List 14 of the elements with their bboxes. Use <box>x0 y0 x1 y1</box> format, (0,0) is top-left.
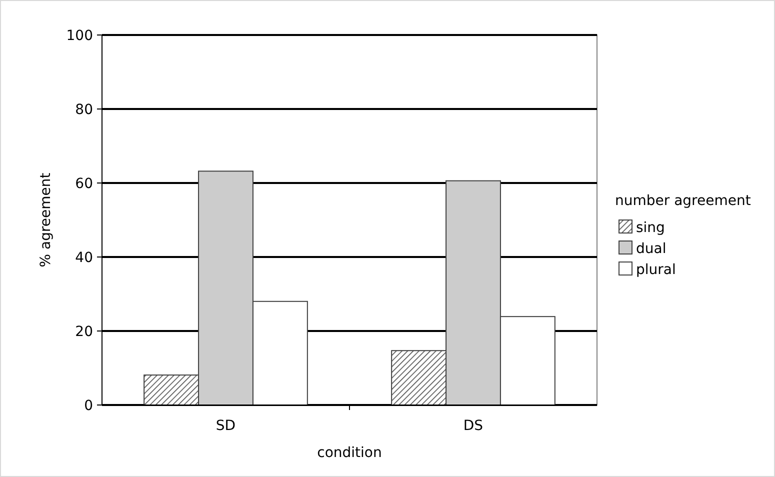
x-tick-label: SD <box>216 418 236 434</box>
y-axis-title: % agreement <box>38 172 54 268</box>
y-tick-label: 20 <box>75 324 93 340</box>
legend-label: plural <box>636 262 676 278</box>
y-tick-label: 40 <box>75 250 93 266</box>
legend-label: sing <box>636 220 665 236</box>
y-tick-label: 100 <box>66 28 93 44</box>
y-tick-label: 60 <box>75 176 93 192</box>
legend-title: number agreement <box>615 193 752 209</box>
y-tick-label: 80 <box>75 102 93 118</box>
legend-label: dual <box>636 241 666 257</box>
x-axis-title: condition <box>317 445 382 461</box>
x-tick-label: DS <box>463 418 484 434</box>
y-tick-label: 0 <box>84 398 93 414</box>
